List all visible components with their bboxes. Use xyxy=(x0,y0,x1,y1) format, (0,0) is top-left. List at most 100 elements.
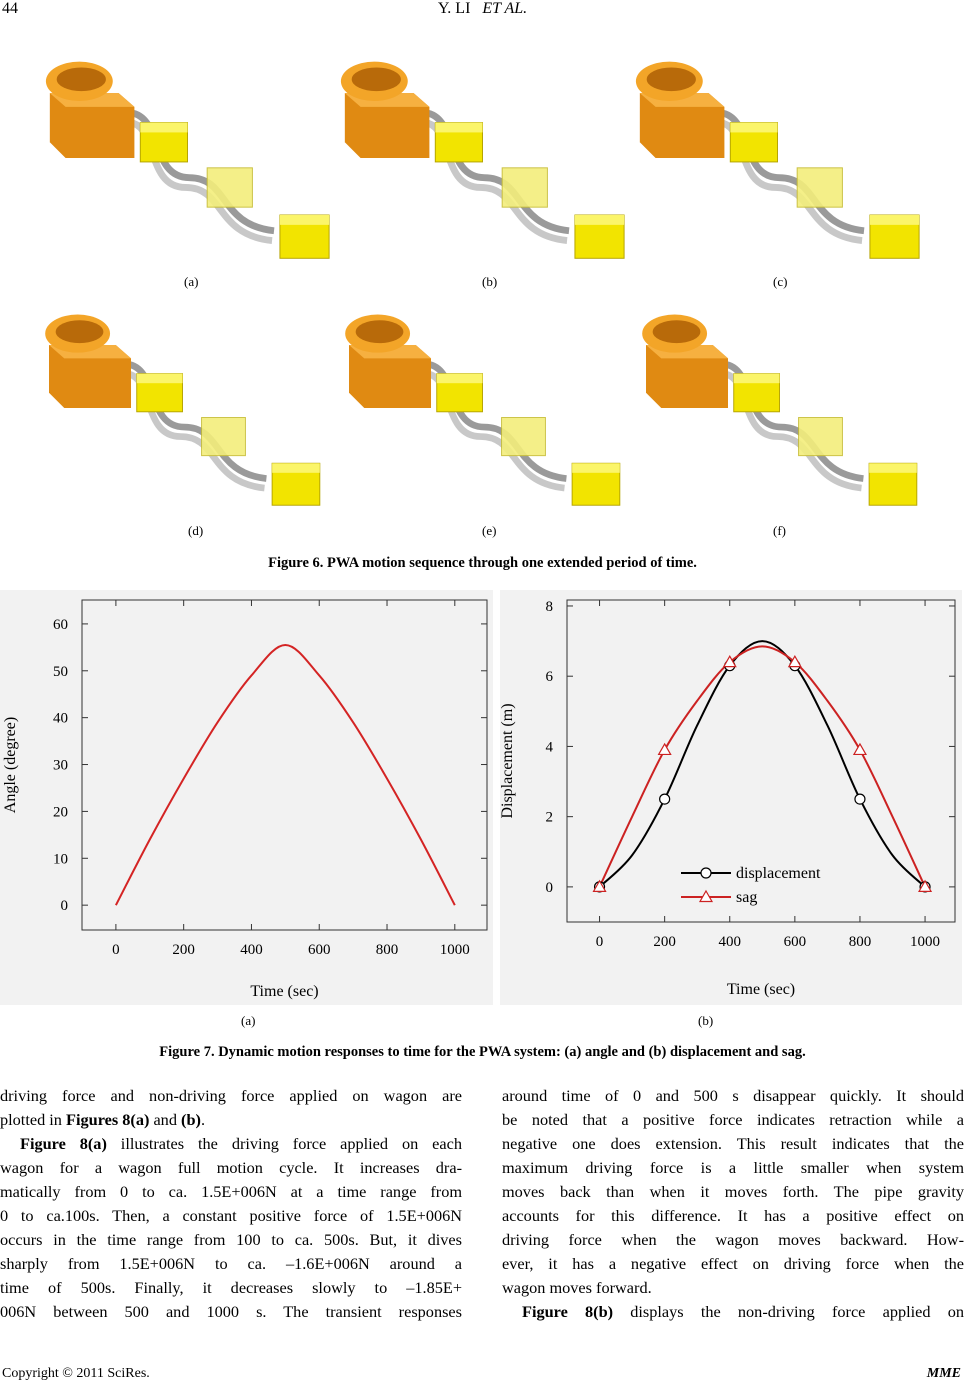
text: ever, it has a negative effect on drivin… xyxy=(502,1254,964,1273)
text: driving force when the wagon moves backw… xyxy=(502,1230,964,1249)
text-line: wagon for a wagon full motion cycle. It … xyxy=(0,1158,462,1178)
x-axis-label: Time (sec) xyxy=(727,981,795,998)
text: illustrates the driving force applied on… xyxy=(106,1134,462,1153)
x-tick-label: 1000 xyxy=(440,942,470,958)
text: occurs in the time range from 100 to ca.… xyxy=(0,1230,462,1249)
text: moves back than when it moves forth. The… xyxy=(502,1182,964,1201)
figure-ref: (b) xyxy=(181,1110,201,1129)
x-tick-label: 1000 xyxy=(910,934,940,950)
legend-marker xyxy=(698,889,714,903)
panel-label: (d) xyxy=(188,523,204,538)
text: plotted in xyxy=(0,1110,67,1129)
text-line: moves back than when it moves forth. The… xyxy=(502,1182,964,1202)
y-tick-label: 20 xyxy=(53,804,68,820)
et-al: ET AL. xyxy=(482,0,528,17)
text: maximum driving force is a little smalle… xyxy=(502,1158,964,1177)
figure-ref: Figures 8(a) xyxy=(66,1110,150,1129)
journal: MME xyxy=(926,1366,961,1381)
text: sharply from 1.5E+006N to ca. –1.6E+006N… xyxy=(0,1254,462,1273)
y-tick-label: 4 xyxy=(546,739,554,755)
panel-label: (c) xyxy=(773,274,788,289)
x-tick-label: 200 xyxy=(653,934,676,950)
x-tick-label: 200 xyxy=(172,942,195,958)
x-tick-label: 400 xyxy=(240,942,263,958)
marker xyxy=(592,879,607,892)
text: displays the non-driving force applied o… xyxy=(613,1302,964,1321)
y-tick-label: 6 xyxy=(546,669,554,685)
x-tick-label: 600 xyxy=(308,942,331,958)
legend-label: sag xyxy=(736,889,757,906)
y-axis-label: Angle (degree) xyxy=(2,717,19,813)
panel-label: (b) xyxy=(482,274,498,289)
text-line: maximum driving force is a little smalle… xyxy=(502,1158,964,1178)
running-head: Y. LI ET AL. xyxy=(0,0,965,18)
y-tick-label: 40 xyxy=(53,711,68,727)
text: 006N between 500 and 1000 s. The transie… xyxy=(0,1302,462,1321)
y-tick-label: 10 xyxy=(53,851,68,867)
x-tick-label: 400 xyxy=(719,934,742,950)
y-tick-label: 0 xyxy=(61,898,69,914)
figure-caption: Figure 6. PWA motion sequence through on… xyxy=(268,555,697,571)
x-axis-label: Time (sec) xyxy=(250,983,318,1000)
text-line: ever, it has a negative effect on drivin… xyxy=(502,1254,964,1274)
panel-label: (f) xyxy=(773,523,786,538)
x-tick-label: 0 xyxy=(596,934,604,950)
text: 0 to ca.100s. Then, a constant positive … xyxy=(0,1206,462,1225)
y-tick-label: 30 xyxy=(53,758,68,774)
text: . xyxy=(200,1110,206,1129)
plot-frame xyxy=(566,599,956,923)
figure-ref: Figure 8(a) xyxy=(20,1134,107,1153)
figure-ref: Figure 8(b) xyxy=(522,1302,614,1321)
text: wagon for a wagon full motion cycle. It … xyxy=(0,1158,462,1177)
text-line: 006N between 500 and 1000 s. The transie… xyxy=(0,1302,462,1322)
text-line: matically from 0 to ca. 1.5E+006N at a t… xyxy=(0,1182,462,1202)
text: around time of 0 and 500 s disappear qui… xyxy=(502,1086,964,1105)
y-axis-label: Displacement (m) xyxy=(499,703,516,818)
text: accounts for this difference. It has a p… xyxy=(502,1206,964,1225)
y-tick-label: 60 xyxy=(53,617,68,633)
x-tick-label: 0 xyxy=(112,942,120,958)
marker xyxy=(657,742,672,756)
figure-caption: Figure 7. Dynamic motion responses to ti… xyxy=(159,1044,806,1060)
page-number: 44 xyxy=(2,0,18,17)
x-tick-label: 800 xyxy=(376,942,399,958)
marker xyxy=(659,793,671,805)
text-line: driving force and non-driving force appl… xyxy=(0,1086,462,1106)
text: time of 500s. Finally, it decreases slow… xyxy=(0,1278,462,1297)
text-line: Figure 8(b) displays the non-driving for… xyxy=(502,1302,964,1322)
text-line: driving force when the wagon moves backw… xyxy=(502,1230,964,1250)
marker xyxy=(787,654,802,668)
text-line: occurs in the time range from 100 to ca.… xyxy=(0,1230,462,1250)
panel-label: (b) xyxy=(698,1013,714,1028)
text: driving force and non-driving force appl… xyxy=(0,1086,462,1105)
y-tick-label: 2 xyxy=(546,810,554,826)
text-line: time of 500s. Finally, it decreases slow… xyxy=(0,1278,462,1298)
marker xyxy=(852,742,867,756)
y-tick-label: 0 xyxy=(546,880,554,896)
marker xyxy=(918,879,933,892)
text: negative one does extension. This result… xyxy=(502,1134,964,1153)
text-line: be noted that a positive force indicates… xyxy=(502,1110,964,1130)
panel-label: (e) xyxy=(482,523,497,538)
text-line: negative one does extension. This result… xyxy=(502,1134,964,1154)
copyright: Copyright © 2011 SciRes. xyxy=(2,1366,150,1381)
text-line: Figure 8(a) illustrates the driving forc… xyxy=(0,1134,462,1154)
text-line: sharply from 1.5E+006N to ca. –1.6E+006N… xyxy=(0,1254,462,1274)
x-tick-label: 600 xyxy=(784,934,807,950)
text-line: plotted in Figures 8(a) and (b). xyxy=(0,1110,462,1130)
author: Y. LI xyxy=(437,0,471,17)
panel-label: (a) xyxy=(241,1013,256,1028)
text: and xyxy=(149,1110,182,1129)
x-tick-label: 800 xyxy=(849,934,872,950)
text-line: 0 to ca.100s. Then, a constant positive … xyxy=(0,1206,462,1226)
text: wagon moves forward. xyxy=(502,1278,652,1297)
marker xyxy=(722,654,737,668)
text-line: wagon moves forward. xyxy=(502,1278,964,1298)
y-tick-label: 8 xyxy=(546,599,554,615)
text: be noted that a positive force indicates… xyxy=(502,1110,964,1129)
data-line xyxy=(598,645,926,888)
y-tick-label: 50 xyxy=(53,664,68,680)
legend-marker xyxy=(700,867,712,879)
